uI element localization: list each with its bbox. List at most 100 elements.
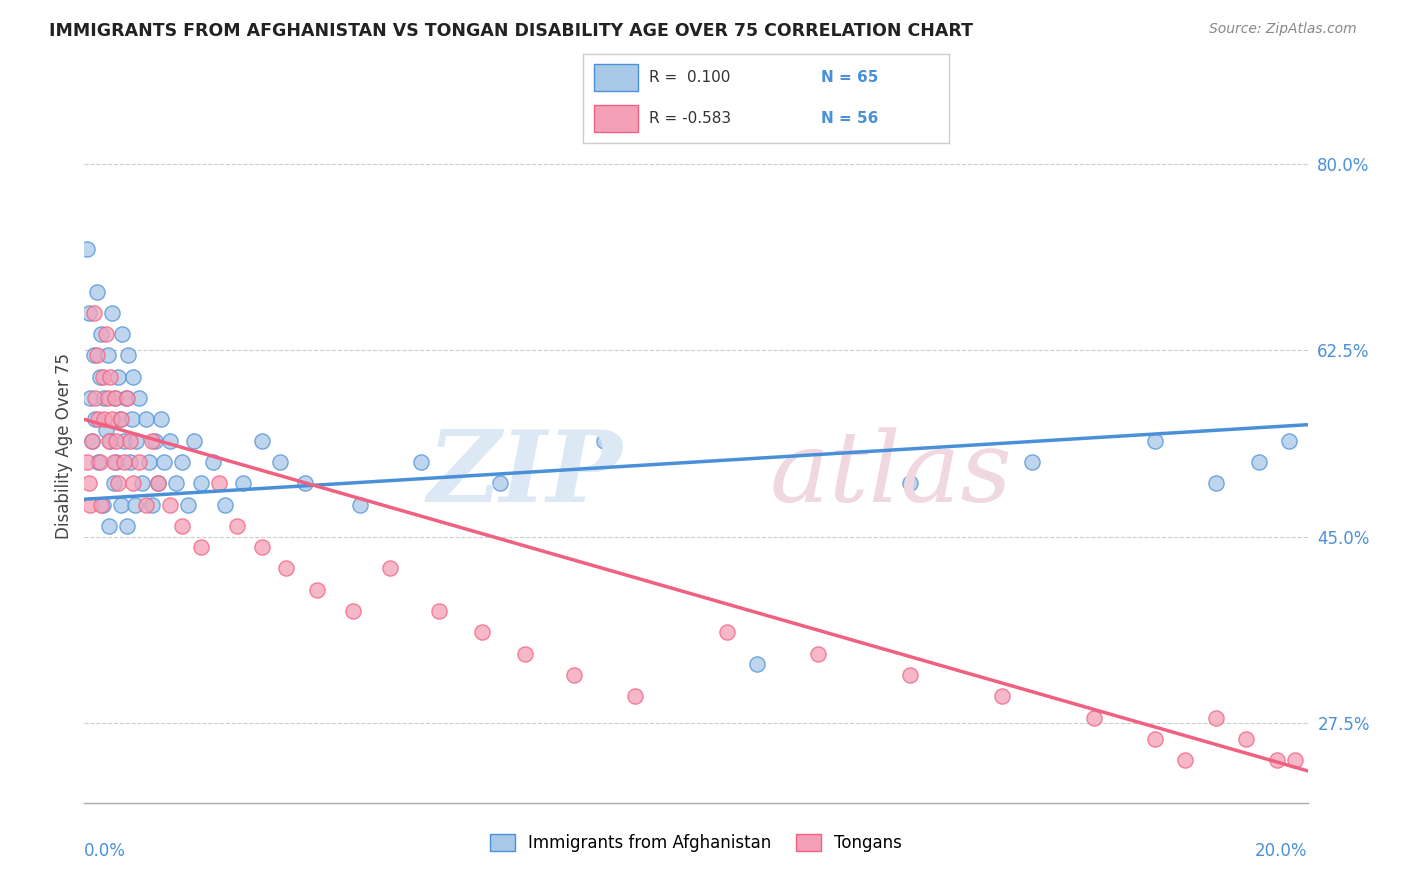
Point: [513, 647, 536, 661]
Point: [409, 455, 432, 469]
Text: IMMIGRANTS FROM AFGHANISTAN VS TONGAN DISABILITY AGE OVER 75 CORRELATION CHART: IMMIGRANTS FROM AFGHANISTAN VS TONGAN DI…: [49, 22, 973, 40]
Bar: [595, 105, 638, 132]
Point: [115, 391, 138, 405]
Point: [747, 657, 769, 672]
Point: [177, 498, 200, 512]
Point: [190, 540, 212, 554]
Point: [562, 668, 585, 682]
Point: [1205, 476, 1227, 491]
Point: [141, 434, 163, 448]
Point: [97, 434, 120, 448]
Point: [471, 625, 494, 640]
Point: [250, 434, 273, 448]
Point: [135, 498, 157, 512]
Text: 0.0%: 0.0%: [84, 842, 127, 860]
Point: [110, 412, 132, 426]
Point: [807, 647, 830, 661]
Point: [107, 476, 129, 491]
Point: [624, 690, 647, 704]
Point: [107, 369, 129, 384]
Point: [146, 476, 169, 491]
Point: [93, 412, 115, 426]
Point: [1265, 753, 1288, 767]
Point: [122, 369, 145, 384]
Point: [165, 476, 187, 491]
Point: [128, 391, 150, 405]
Point: [97, 519, 120, 533]
Point: [94, 327, 117, 342]
Point: [232, 476, 254, 491]
Point: [77, 476, 100, 491]
Point: [98, 434, 121, 448]
Point: [716, 625, 738, 640]
Point: [172, 519, 194, 533]
Point: [112, 434, 135, 448]
Point: [110, 498, 132, 512]
Point: [208, 476, 231, 491]
Point: [159, 498, 181, 512]
Point: [1021, 455, 1043, 469]
Point: [89, 369, 111, 384]
Text: ZIP: ZIP: [427, 426, 623, 523]
Point: [80, 434, 103, 448]
Text: R = -0.583: R = -0.583: [650, 112, 731, 126]
Point: [1247, 455, 1270, 469]
Point: [305, 582, 328, 597]
Point: [101, 412, 124, 426]
Point: [146, 476, 169, 491]
Point: [76, 455, 98, 469]
Point: [83, 306, 105, 320]
Point: [97, 391, 120, 405]
Point: [250, 540, 273, 554]
Point: [103, 476, 125, 491]
Point: [120, 434, 142, 448]
Point: [1236, 731, 1258, 746]
Point: [93, 391, 115, 405]
Bar: [595, 64, 638, 91]
Point: [135, 412, 157, 426]
Point: [1174, 753, 1197, 767]
Point: [183, 434, 205, 448]
Point: [159, 434, 181, 448]
Point: [276, 561, 298, 575]
Point: [141, 498, 163, 512]
Point: [991, 690, 1014, 704]
Point: [104, 391, 127, 405]
Point: [593, 434, 616, 448]
Point: [1143, 731, 1166, 746]
Point: [120, 455, 142, 469]
Point: [1143, 434, 1166, 448]
Point: [94, 423, 117, 437]
Point: [97, 349, 120, 363]
Point: [91, 369, 114, 384]
Point: [226, 519, 249, 533]
Point: [1284, 753, 1306, 767]
Point: [87, 412, 110, 426]
Point: [898, 668, 921, 682]
Point: [104, 391, 127, 405]
Point: [172, 455, 194, 469]
Point: [427, 604, 450, 618]
Legend: Immigrants from Afghanistan, Tongans: Immigrants from Afghanistan, Tongans: [482, 827, 910, 859]
Point: [342, 604, 364, 618]
Point: [84, 391, 107, 405]
Point: [112, 455, 135, 469]
Point: [349, 498, 371, 512]
Text: N = 56: N = 56: [821, 112, 879, 126]
Y-axis label: Disability Age Over 75: Disability Age Over 75: [55, 353, 73, 539]
Point: [115, 519, 138, 533]
Point: [128, 455, 150, 469]
Point: [90, 498, 112, 512]
Point: [149, 412, 172, 426]
Point: [98, 369, 121, 384]
Point: [125, 434, 148, 448]
Point: [131, 476, 153, 491]
Point: [86, 285, 108, 299]
Point: [115, 391, 138, 405]
Point: [76, 242, 98, 256]
Text: 20.0%: 20.0%: [1256, 842, 1308, 860]
Point: [83, 349, 105, 363]
Point: [489, 476, 512, 491]
Point: [89, 455, 111, 469]
Point: [269, 455, 291, 469]
